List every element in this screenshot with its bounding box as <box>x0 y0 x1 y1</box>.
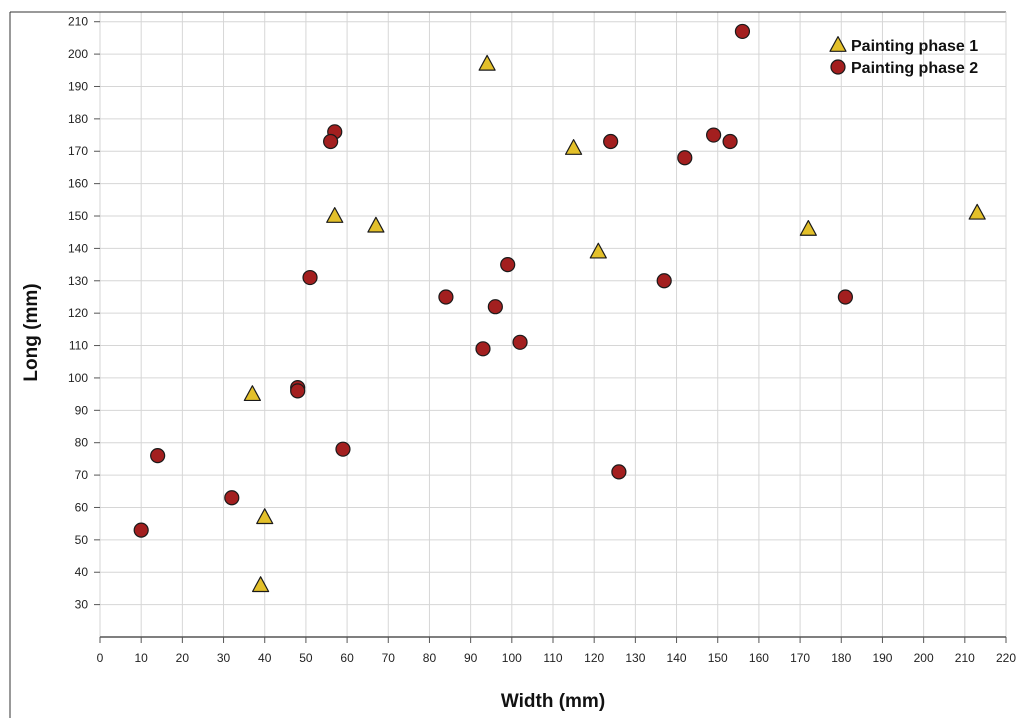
x-tick-label: 30 <box>217 651 231 665</box>
x-tick-label: 70 <box>382 651 396 665</box>
phase-1-point <box>564 139 583 155</box>
x-tick-label: 220 <box>996 651 1016 665</box>
phase-2-point <box>290 383 306 399</box>
phase-1-point <box>367 216 385 233</box>
y-tick-label: 40 <box>75 565 89 579</box>
x-tick-label: 160 <box>749 651 769 665</box>
x-tick-label: 100 <box>502 651 522 665</box>
phase-1-point <box>326 207 344 223</box>
phase-2-point <box>302 269 318 286</box>
x-tick-label: 120 <box>584 651 604 665</box>
y-tick-label: 60 <box>75 500 89 514</box>
phase-2-point <box>150 448 166 464</box>
phase-1-point <box>243 385 261 402</box>
tick-labels: 0 10 20 30 40 50 60 70 80 90 100 110 120 130 140 150 160… <box>68 15 1016 665</box>
x-tick-label: 40 <box>258 651 272 665</box>
phase-1-point <box>589 242 607 259</box>
phase-2-point <box>323 133 339 150</box>
y-tick-label: 130 <box>68 274 88 288</box>
phase-2-point <box>438 289 454 305</box>
phase-2-point <box>656 273 672 289</box>
x-tick-label: 180 <box>831 651 851 665</box>
data-points <box>133 23 986 593</box>
x-tick-label: 110 <box>543 651 562 665</box>
x-tick-label: 150 <box>708 651 728 665</box>
legend-label: Painting phase 2 <box>851 60 978 77</box>
phase-1-point <box>799 219 817 236</box>
phase-2-point <box>706 127 722 143</box>
grid <box>99 12 1007 637</box>
x-tick-label: 90 <box>464 651 478 665</box>
phase-2-point <box>133 522 149 538</box>
y-tick-label: 30 <box>75 598 89 612</box>
x-tick-label: 60 <box>340 651 354 665</box>
phase-2-point <box>487 299 503 315</box>
y-tick-label: 50 <box>75 533 89 547</box>
phase-2-point <box>224 490 240 506</box>
x-tick-label: 190 <box>872 651 892 665</box>
x-tick-label: 50 <box>299 651 313 665</box>
x-tick-label: 130 <box>625 651 645 665</box>
phase-2-point <box>475 341 491 357</box>
legend-triangle-marker <box>829 35 847 52</box>
x-tick-label: 0 <box>97 651 104 665</box>
phase-1-point <box>478 54 496 71</box>
phase-2-point <box>837 289 853 305</box>
phase-2-point <box>500 256 516 273</box>
y-tick-label: 80 <box>75 436 89 450</box>
legend: Painting phase 1 Painting phase 2 <box>829 35 978 77</box>
phase-2-point <box>335 441 351 457</box>
phase-2-point <box>677 150 693 166</box>
y-tick-label: 100 <box>68 371 88 385</box>
y-tick-label: 190 <box>68 79 88 93</box>
phase-1-point <box>256 508 274 525</box>
y-tick-label: 110 <box>69 339 88 353</box>
phase-2-point <box>722 133 738 150</box>
x-tick-label: 210 <box>955 651 975 665</box>
y-tick-label: 200 <box>68 47 88 61</box>
y-tick-label: 170 <box>68 144 88 158</box>
legend-circle-marker <box>830 59 846 75</box>
x-tick-label: 140 <box>667 651 687 665</box>
phase-1-point <box>968 203 986 220</box>
phase-1-point <box>252 576 270 593</box>
legend-label: Painting phase 1 <box>851 38 978 55</box>
y-tick-label: 210 <box>68 15 88 29</box>
x-axis-title: Width (mm) <box>501 691 605 712</box>
phase-2-point <box>611 464 627 480</box>
phase-2-point <box>734 23 751 40</box>
x-tick-label: 20 <box>176 651 190 665</box>
y-tick-label: 160 <box>68 177 88 191</box>
x-tick-label: 170 <box>790 651 810 665</box>
phase-2-point <box>603 133 619 150</box>
y-tick-label: 150 <box>68 209 88 223</box>
y-tick-label: 70 <box>75 468 89 482</box>
y-tick-label: 140 <box>68 241 88 255</box>
y-tick-label: 180 <box>68 112 88 126</box>
x-tick-label: 80 <box>423 651 437 665</box>
axes <box>9 11 1007 718</box>
y-axis-title: Long (mm) <box>21 283 42 381</box>
y-tick-label: 120 <box>68 306 88 320</box>
y-tick-label: 90 <box>75 403 89 417</box>
x-tick-label: 10 <box>135 651 149 665</box>
x-tick-label: 200 <box>914 651 934 665</box>
phase-2-point <box>512 334 528 350</box>
